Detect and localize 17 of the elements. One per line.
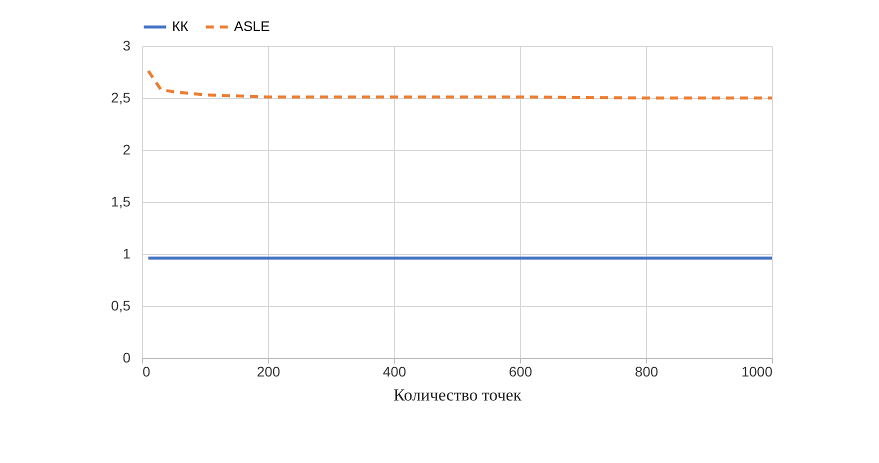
x-tick-label: 800 bbox=[634, 364, 658, 380]
x-tick-label: 0 bbox=[142, 364, 150, 380]
y-tick-label: 2 bbox=[122, 142, 131, 158]
y-tick-label: 2,5 bbox=[111, 90, 131, 106]
line-series bbox=[146, 69, 774, 100]
y-tick-label: 0,5 bbox=[111, 298, 131, 314]
legend-label: ASLE bbox=[234, 18, 270, 34]
y-tick-label: 1,5 bbox=[111, 194, 131, 210]
x-tick-label: 200 bbox=[256, 364, 280, 380]
y-tick-label: 3 bbox=[122, 38, 131, 54]
x-axis-title: Количество точек bbox=[393, 386, 522, 404]
y-tick-label: 0 bbox=[122, 350, 131, 366]
y-tick-label: 1 bbox=[122, 246, 131, 262]
x-tick-label: 1000 bbox=[741, 364, 773, 380]
legend-label: КК bbox=[172, 18, 190, 34]
x-tick-label: 600 bbox=[508, 364, 532, 380]
x-tick-label: 400 bbox=[382, 364, 406, 380]
